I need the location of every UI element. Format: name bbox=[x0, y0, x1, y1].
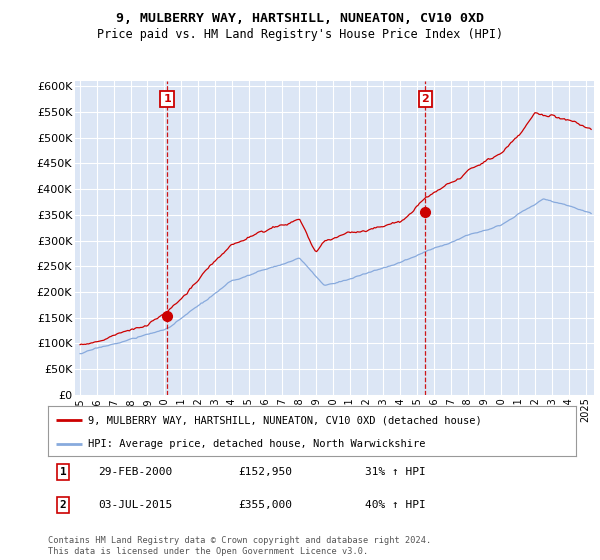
Text: HPI: Average price, detached house, North Warwickshire: HPI: Average price, detached house, Nort… bbox=[88, 439, 425, 449]
Text: Contains HM Land Registry data © Crown copyright and database right 2024.
This d: Contains HM Land Registry data © Crown c… bbox=[48, 536, 431, 556]
Text: 9, MULBERRY WAY, HARTSHILL, NUNEATON, CV10 0XD (detached house): 9, MULBERRY WAY, HARTSHILL, NUNEATON, CV… bbox=[88, 415, 481, 425]
Text: £152,950: £152,950 bbox=[238, 467, 292, 477]
Text: 9, MULBERRY WAY, HARTSHILL, NUNEATON, CV10 0XD: 9, MULBERRY WAY, HARTSHILL, NUNEATON, CV… bbox=[116, 12, 484, 25]
Text: 1: 1 bbox=[163, 94, 171, 104]
Text: Price paid vs. HM Land Registry's House Price Index (HPI): Price paid vs. HM Land Registry's House … bbox=[97, 28, 503, 41]
Text: 29-FEB-2000: 29-FEB-2000 bbox=[98, 467, 172, 477]
Text: 1: 1 bbox=[59, 467, 67, 477]
Text: 31% ↑ HPI: 31% ↑ HPI bbox=[365, 467, 425, 477]
Text: £355,000: £355,000 bbox=[238, 500, 292, 510]
Text: 03-JUL-2015: 03-JUL-2015 bbox=[98, 500, 172, 510]
Text: 2: 2 bbox=[59, 500, 67, 510]
Text: 2: 2 bbox=[422, 94, 430, 104]
Text: 40% ↑ HPI: 40% ↑ HPI bbox=[365, 500, 425, 510]
